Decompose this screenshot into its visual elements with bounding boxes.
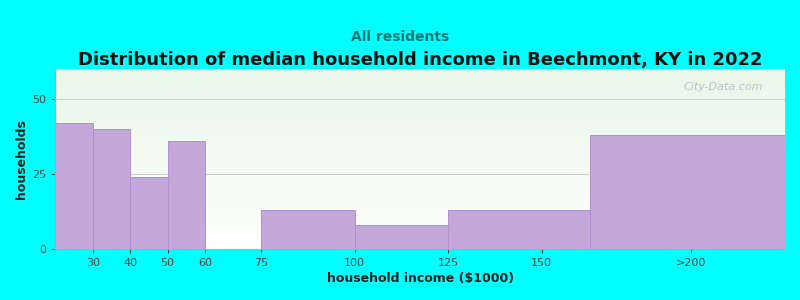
Bar xyxy=(130,177,167,249)
Bar xyxy=(448,210,590,249)
X-axis label: household income ($1000): household income ($1000) xyxy=(326,272,514,285)
Text: All residents: All residents xyxy=(351,30,449,44)
Bar xyxy=(167,141,205,249)
Bar xyxy=(55,123,93,249)
Bar xyxy=(261,210,354,249)
Bar xyxy=(590,135,785,249)
Bar xyxy=(93,129,130,249)
Bar xyxy=(354,225,448,249)
Text: City-Data.com: City-Data.com xyxy=(684,82,763,92)
Y-axis label: households: households xyxy=(15,119,28,199)
Title: Distribution of median household income in Beechmont, KY in 2022: Distribution of median household income … xyxy=(78,51,762,69)
